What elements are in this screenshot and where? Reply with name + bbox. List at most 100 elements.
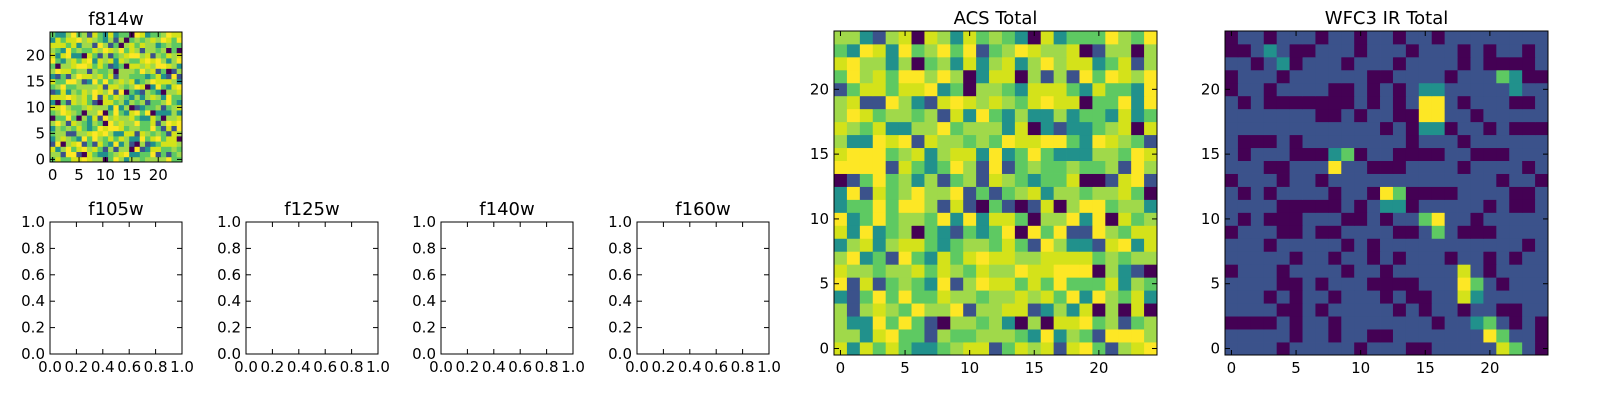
heatmap-cell <box>1522 56 1536 71</box>
heatmap-cell <box>166 104 172 111</box>
heatmap-cell <box>898 342 912 356</box>
heatmap-cell <box>134 130 141 137</box>
heatmap-cell <box>924 160 938 174</box>
heatmap-cell <box>71 146 77 152</box>
heatmap-cell <box>55 136 61 142</box>
heatmap-cell <box>1354 238 1368 252</box>
heatmap-cell <box>1092 251 1106 265</box>
heatmap-cell <box>1001 212 1016 226</box>
heatmap-cell <box>139 58 146 64</box>
heatmap-cell <box>1131 69 1145 84</box>
heatmap-cell <box>71 63 77 69</box>
heatmap-cell <box>1144 147 1158 161</box>
heatmap-cell <box>1431 95 1446 110</box>
heatmap-cell <box>924 251 938 265</box>
heatmap-cell <box>924 186 938 200</box>
heatmap-cell <box>97 47 104 54</box>
heatmap-cell <box>102 63 109 69</box>
heatmap-cell <box>1250 264 1265 278</box>
heatmap-cell <box>1354 69 1368 84</box>
heatmap-cell <box>1225 56 1239 71</box>
heatmap-cell <box>1418 43 1433 58</box>
x-tick-label: 0.6 <box>313 358 337 376</box>
y-tick-label: 5 <box>819 275 829 293</box>
heatmap-cell <box>1354 342 1368 356</box>
heatmap-cell <box>1341 69 1355 84</box>
heatmap-cell <box>1367 199 1381 213</box>
heatmap-cell <box>1444 31 1458 45</box>
heatmap-cell <box>160 120 167 126</box>
heatmap-cell <box>1001 69 1016 84</box>
heatmap-cell <box>1341 290 1355 304</box>
heatmap-cell <box>1328 303 1342 317</box>
heatmap-cell <box>171 63 178 69</box>
heatmap-cell <box>55 110 61 116</box>
heatmap-cell <box>145 84 151 90</box>
heatmap-cell <box>1509 173 1523 187</box>
heatmap-cell <box>1496 277 1510 291</box>
heatmap-cell <box>1014 199 1029 213</box>
heatmap-cell <box>846 43 861 58</box>
heatmap-cell <box>1522 199 1536 213</box>
heatmap-cell <box>1392 134 1407 149</box>
heatmap-cell <box>1144 251 1158 265</box>
heatmap-cell <box>1079 264 1093 278</box>
heatmap-cell <box>1144 290 1158 304</box>
heatmap-cell <box>1457 56 1471 71</box>
heatmap-cell <box>1444 69 1458 84</box>
heatmap-cell <box>1367 134 1381 149</box>
heatmap-cell <box>76 63 83 69</box>
heatmap-cell <box>1092 186 1106 200</box>
heatmap-cell <box>1367 303 1381 317</box>
heatmap-cell <box>1027 342 1042 356</box>
heatmap-cell <box>1392 329 1407 343</box>
heatmap-cell <box>50 37 56 43</box>
heatmap-cell <box>1392 199 1407 213</box>
heatmap-cell <box>1367 290 1381 304</box>
heatmap-cell <box>1118 238 1132 252</box>
heatmap-cell <box>1105 108 1119 123</box>
heatmap-cell <box>1040 277 1055 291</box>
heatmap-cell <box>160 47 167 54</box>
heatmap-cell <box>1066 43 1080 58</box>
heatmap-cell <box>1315 108 1329 123</box>
heatmap-cell <box>1418 56 1433 71</box>
x-tick-label: 0.0 <box>429 358 453 376</box>
heatmap-cell <box>1289 108 1303 123</box>
heatmap-cell <box>1315 56 1329 71</box>
heatmap-cell <box>65 78 72 85</box>
heatmap-cell <box>1144 342 1158 356</box>
heatmap-cell <box>1457 277 1471 291</box>
heatmap-cell <box>65 125 72 132</box>
y-tick-label: 1.0 <box>21 213 45 231</box>
heatmap-cell <box>1001 173 1016 187</box>
heatmap-cell <box>1118 134 1132 149</box>
heatmap-cell <box>1392 31 1407 45</box>
heatmap-cell <box>60 37 67 43</box>
heatmap-cell <box>1289 290 1303 304</box>
heatmap-cell <box>166 151 172 158</box>
x-tick-label: 0.4 <box>678 358 702 376</box>
heatmap-cell <box>1014 56 1029 71</box>
heatmap-cell <box>76 120 83 126</box>
heatmap-cell <box>1225 251 1239 265</box>
heatmap-cell <box>102 146 109 152</box>
heatmap-cell <box>1302 342 1316 356</box>
heatmap-cell <box>1341 95 1355 110</box>
heatmap-cell <box>1509 238 1523 252</box>
heatmap-cell <box>1276 31 1290 45</box>
heatmap-cell <box>1014 251 1029 265</box>
heatmap-cell <box>1315 342 1329 356</box>
heatmap-cell <box>1079 186 1093 200</box>
heatmap-cell <box>1457 121 1471 136</box>
heatmap-cell <box>872 238 887 252</box>
heatmap-cell <box>1263 277 1278 291</box>
heatmap-cell <box>1027 212 1042 226</box>
heatmap-cell <box>150 104 156 111</box>
heatmap-cell <box>1027 238 1042 252</box>
y-tick-label: 20 <box>26 46 45 64</box>
heatmap-cell <box>1380 43 1394 58</box>
heatmap-cell <box>1535 43 1549 58</box>
y-tick-label: 0.0 <box>217 345 241 363</box>
heatmap-cell <box>71 32 77 38</box>
